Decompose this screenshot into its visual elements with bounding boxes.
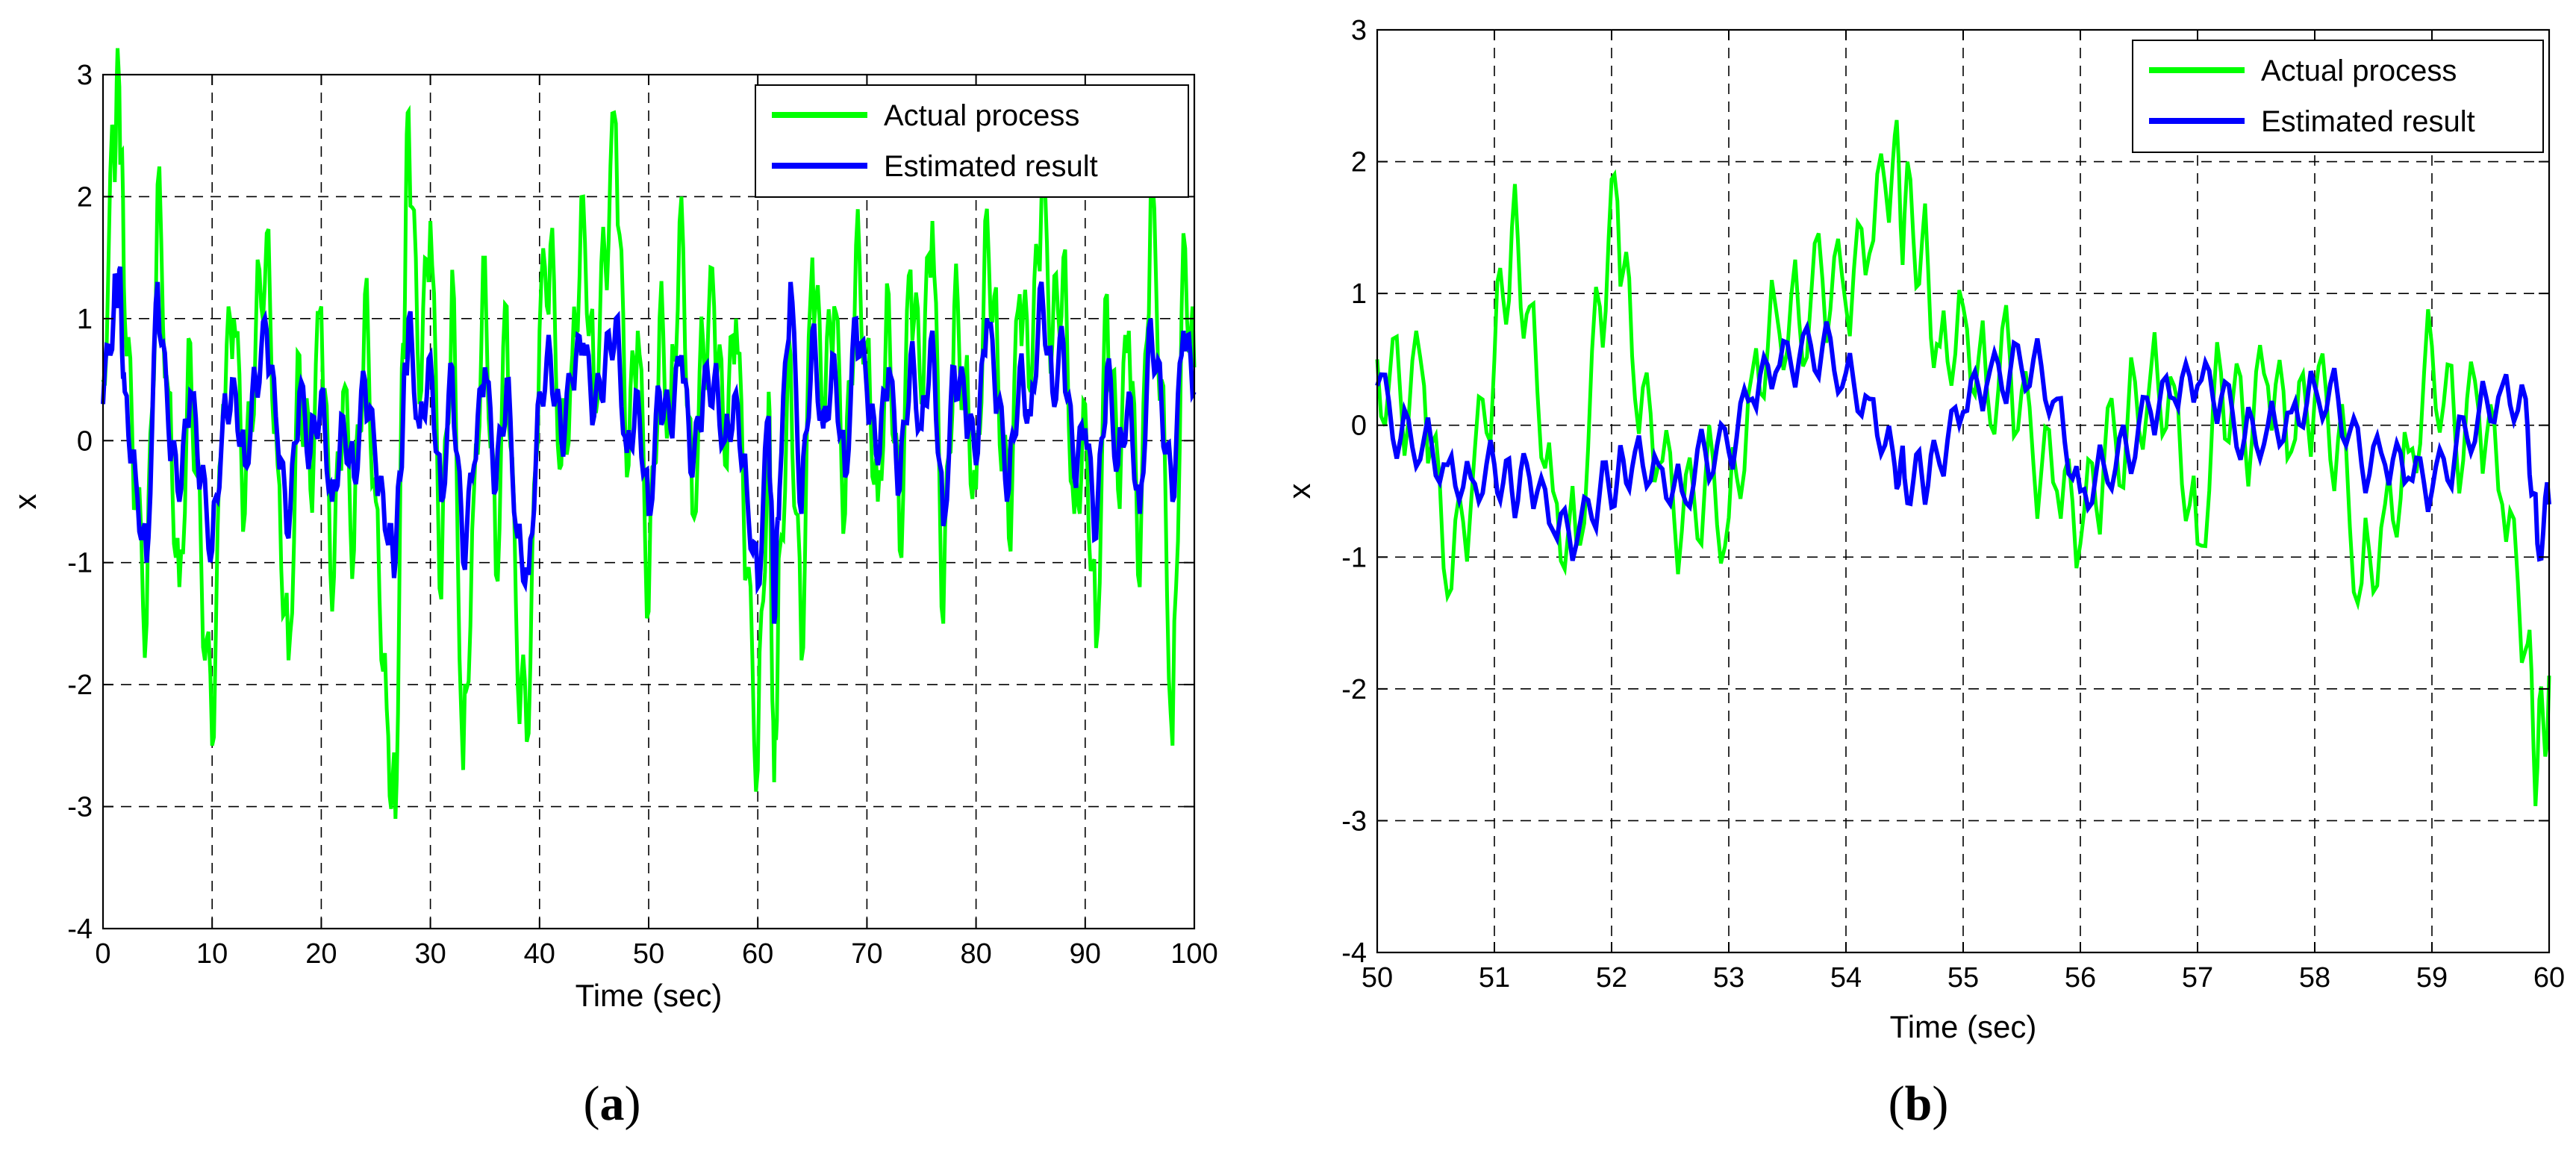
chart-b: 50 51 52 53 54 55 56 57 58 59 60 -4 -3 -2 -1 0 1 2 3 Time (… <box>1282 15 2565 1044</box>
y-tick-label: 2 <box>1351 147 1367 178</box>
legend-a: Actual process Estimated result <box>755 84 1189 198</box>
x-tick-label: 70 <box>851 938 882 970</box>
y-tick-label: 1 <box>1351 278 1367 310</box>
legend-box <box>755 84 1189 198</box>
x-tick-label: 50 <box>633 938 664 970</box>
y-tick-label: 2 <box>77 181 93 213</box>
x-tick-label: 59 <box>2416 962 2448 994</box>
legend-b: Actual process Estimated result <box>2132 40 2544 153</box>
y-tick-label: 0 <box>1351 411 1367 442</box>
y-tick-label: 3 <box>77 60 93 91</box>
x-tick-label: 0 <box>95 938 110 970</box>
x-tick-label: 90 <box>1070 938 1101 970</box>
legend-label: Estimated result <box>2261 105 2475 138</box>
chart-a: 0 10 20 30 40 50 60 70 80 90 100 -4 -3 -2 -1 0 1 2 3 Time (… <box>7 48 1218 1013</box>
x-tick-label: 30 <box>414 938 446 970</box>
x-tick-label: 60 <box>2533 962 2565 994</box>
series-line-actual-process <box>101 48 1197 819</box>
series-line-estimated-result <box>1375 320 2551 562</box>
legend-label: Estimated result <box>884 150 1098 183</box>
x-axis-label: Time (sec) <box>1890 1009 2037 1044</box>
x-tick-label: 53 <box>1713 962 1744 994</box>
legend-label: Actual process <box>884 99 1079 132</box>
legend-box <box>2132 40 2544 153</box>
x-tick-label: 40 <box>524 938 555 970</box>
y-tick-label: 1 <box>77 304 93 335</box>
x-tick-label: 56 <box>2065 962 2096 994</box>
y-tick-label: 3 <box>1351 15 1367 46</box>
x-tick-label: 100 <box>1170 938 1217 970</box>
x-tick-label: 51 <box>1479 962 1510 994</box>
x-tick-label: 10 <box>196 938 228 970</box>
x-tick-label: 54 <box>1830 962 1862 994</box>
x-tick-label: 60 <box>742 938 773 970</box>
panel-label-a: (a) <box>584 1076 641 1131</box>
series-line-actual-process <box>1375 119 2551 807</box>
x-axis-label: Time (sec) <box>576 978 723 1013</box>
y-tick-label: -3 <box>67 792 93 823</box>
y-axis-label: x <box>7 494 43 510</box>
y-tick-label: -2 <box>67 670 93 701</box>
x-tick-label: 80 <box>960 938 991 970</box>
y-tick-label: -1 <box>1341 542 1367 573</box>
panel-label-b: (b) <box>1889 1076 1949 1131</box>
x-tick-label: 55 <box>1947 962 1979 994</box>
y-tick-label: -4 <box>67 914 93 945</box>
x-tick-label: 50 <box>1362 962 1393 994</box>
y-axis-label: x <box>1282 484 1317 499</box>
x-tick-label: 20 <box>305 938 337 970</box>
y-tick-label: -2 <box>1341 674 1367 705</box>
legend-label: Actual process <box>2261 54 2457 87</box>
y-tick-label: 0 <box>77 425 93 457</box>
y-tick-label: -4 <box>1341 938 1367 969</box>
y-tick-label: -1 <box>67 548 93 579</box>
x-tick-label: 58 <box>2299 962 2330 994</box>
series-line-estimated-result <box>101 266 1197 624</box>
y-tick-label: -3 <box>1341 805 1367 837</box>
x-tick-label: 52 <box>1596 962 1627 994</box>
x-tick-label: 57 <box>2182 962 2213 994</box>
